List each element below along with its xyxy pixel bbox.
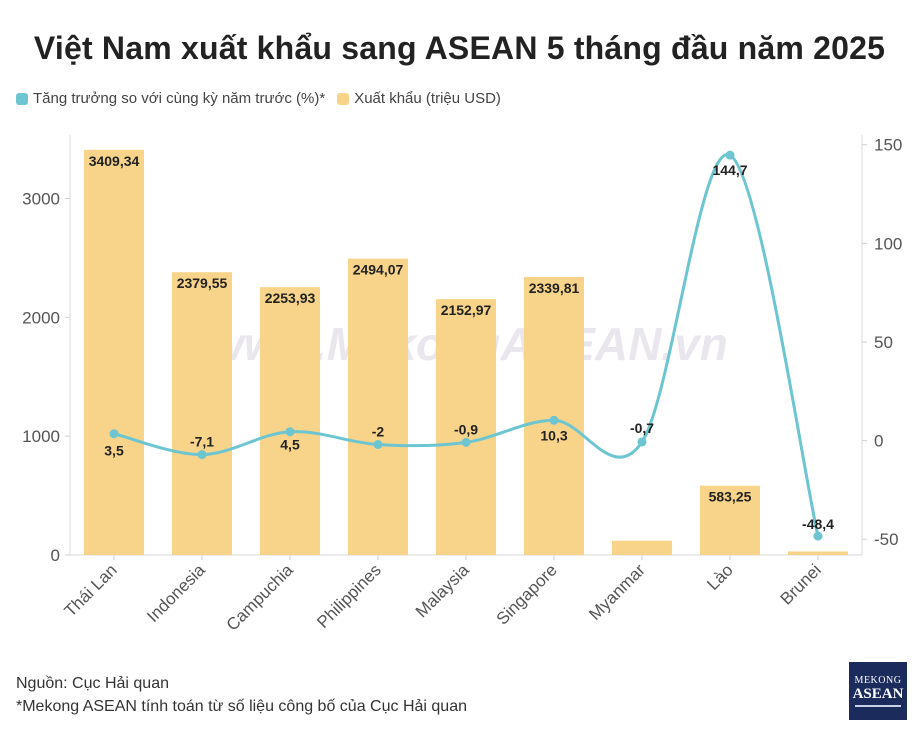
- left-tick-label: 3000: [22, 189, 60, 208]
- category-label-8: Lào: [703, 560, 736, 593]
- category-label-3: Campuchia: [223, 560, 298, 635]
- bar-5: [436, 299, 496, 555]
- legend-item-growth[interactable]: Tăng trưởng so với cùng kỳ năm trước (%)…: [16, 90, 325, 107]
- category-label-9: Brunei: [777, 560, 825, 608]
- bar-label-5: 2152,97: [441, 302, 492, 318]
- growth-point-4: [373, 440, 383, 450]
- category-label-5: Malaysia: [412, 560, 473, 621]
- bar-2: [172, 272, 232, 555]
- category-label-6: Singapore: [493, 560, 561, 628]
- bar-label-1: 3409,34: [89, 153, 140, 169]
- right-axis-ticks: -50 0 50 100 150: [862, 136, 902, 549]
- category-label-2: Indonesia: [143, 560, 209, 626]
- growth-label-8: 144,7: [712, 162, 747, 178]
- legend-swatch-growth: [16, 92, 28, 105]
- legend-label-export: Xuất khẩu (triệu USD): [354, 90, 501, 107]
- growth-label-5: -0,9: [454, 421, 478, 437]
- bar-data-labels: 3409,34 2379,55 2253,93 2494,07 2152,97 2339,…: [89, 153, 752, 505]
- left-tick-label: 1000: [22, 427, 60, 446]
- category-label-4: Philippines: [313, 560, 385, 632]
- growth-label-1: 3,5: [104, 443, 124, 459]
- growth-label-6: 10,3: [540, 427, 567, 443]
- legend-label-growth: Tăng trưởng so với cùng kỳ năm trước (%)…: [33, 90, 326, 107]
- bar-label-3: 2253,93: [265, 290, 316, 306]
- legend-item-export[interactable]: Xuất khẩu (triệu USD): [337, 90, 501, 107]
- logo-underline: [855, 705, 901, 707]
- bar-1: [84, 149, 144, 555]
- growth-label-3: 4,5: [280, 437, 300, 453]
- growth-point-1: [109, 429, 119, 439]
- bar-label-8: 583,25: [709, 489, 752, 505]
- right-tick-label: 100: [874, 234, 902, 253]
- bar-series: [84, 149, 848, 555]
- growth-point-7: [637, 437, 647, 447]
- right-tick-label: 50: [874, 333, 893, 352]
- growth-point-8: [725, 150, 735, 160]
- line-series: [109, 150, 823, 541]
- bar-label-2: 2379,55: [177, 275, 228, 291]
- calculation-note: *Mekong ASEAN tính toán từ số liệu công …: [16, 698, 467, 715]
- growth-label-9: -48,4: [802, 516, 834, 532]
- growth-point-3: [285, 427, 295, 437]
- bar-label-6: 2339,81: [529, 280, 580, 296]
- bar-9: [788, 551, 848, 555]
- bar-label-4: 2494,07: [353, 262, 404, 278]
- growth-point-5: [461, 437, 471, 447]
- growth-label-7: -0,7: [630, 420, 654, 436]
- category-labels: Thái Lan Indonesia Campuchia Philippines Mal…: [61, 555, 825, 635]
- category-label-7: Myanmar: [585, 560, 649, 624]
- legend-swatch-export: [337, 92, 350, 105]
- category-label-1: Thái Lan: [61, 560, 121, 620]
- logo-line-2: ASEAN: [852, 686, 904, 702]
- left-tick-label: 0: [51, 546, 60, 565]
- left-axis-ticks: 0 1000 2000 3000: [22, 189, 70, 565]
- mekong-asean-logo: MEKONG ASEAN: [849, 662, 907, 720]
- chart-legend: Tăng trưởng so với cùng kỳ năm trước (%)…: [16, 90, 513, 107]
- line-data-labels: 3,5 -7,1 4,5 -2 -0,9 10,3 -0,7 144,7 -48,4: [104, 162, 834, 532]
- bar-4: [348, 258, 408, 555]
- right-tick-label: -50: [874, 530, 899, 549]
- bar-8: [700, 485, 760, 555]
- logo-line-1: MEKONG: [854, 675, 902, 686]
- growth-label-2: -7,1: [190, 434, 214, 450]
- growth-label-4: -2: [372, 424, 385, 440]
- right-tick-label: 150: [874, 136, 902, 155]
- growth-point-6: [549, 415, 559, 425]
- bar-3: [260, 287, 320, 555]
- right-tick-label: 0: [874, 432, 883, 451]
- growth-point-2: [197, 450, 207, 460]
- bar-7: [612, 540, 672, 555]
- source-note: Nguồn: Cục Hải quan: [16, 675, 169, 692]
- growth-point-9: [813, 531, 823, 541]
- left-tick-label: 2000: [22, 308, 60, 327]
- chart-title: Việt Nam xuất khẩu sang ASEAN 5 tháng đầ…: [33, 30, 886, 66]
